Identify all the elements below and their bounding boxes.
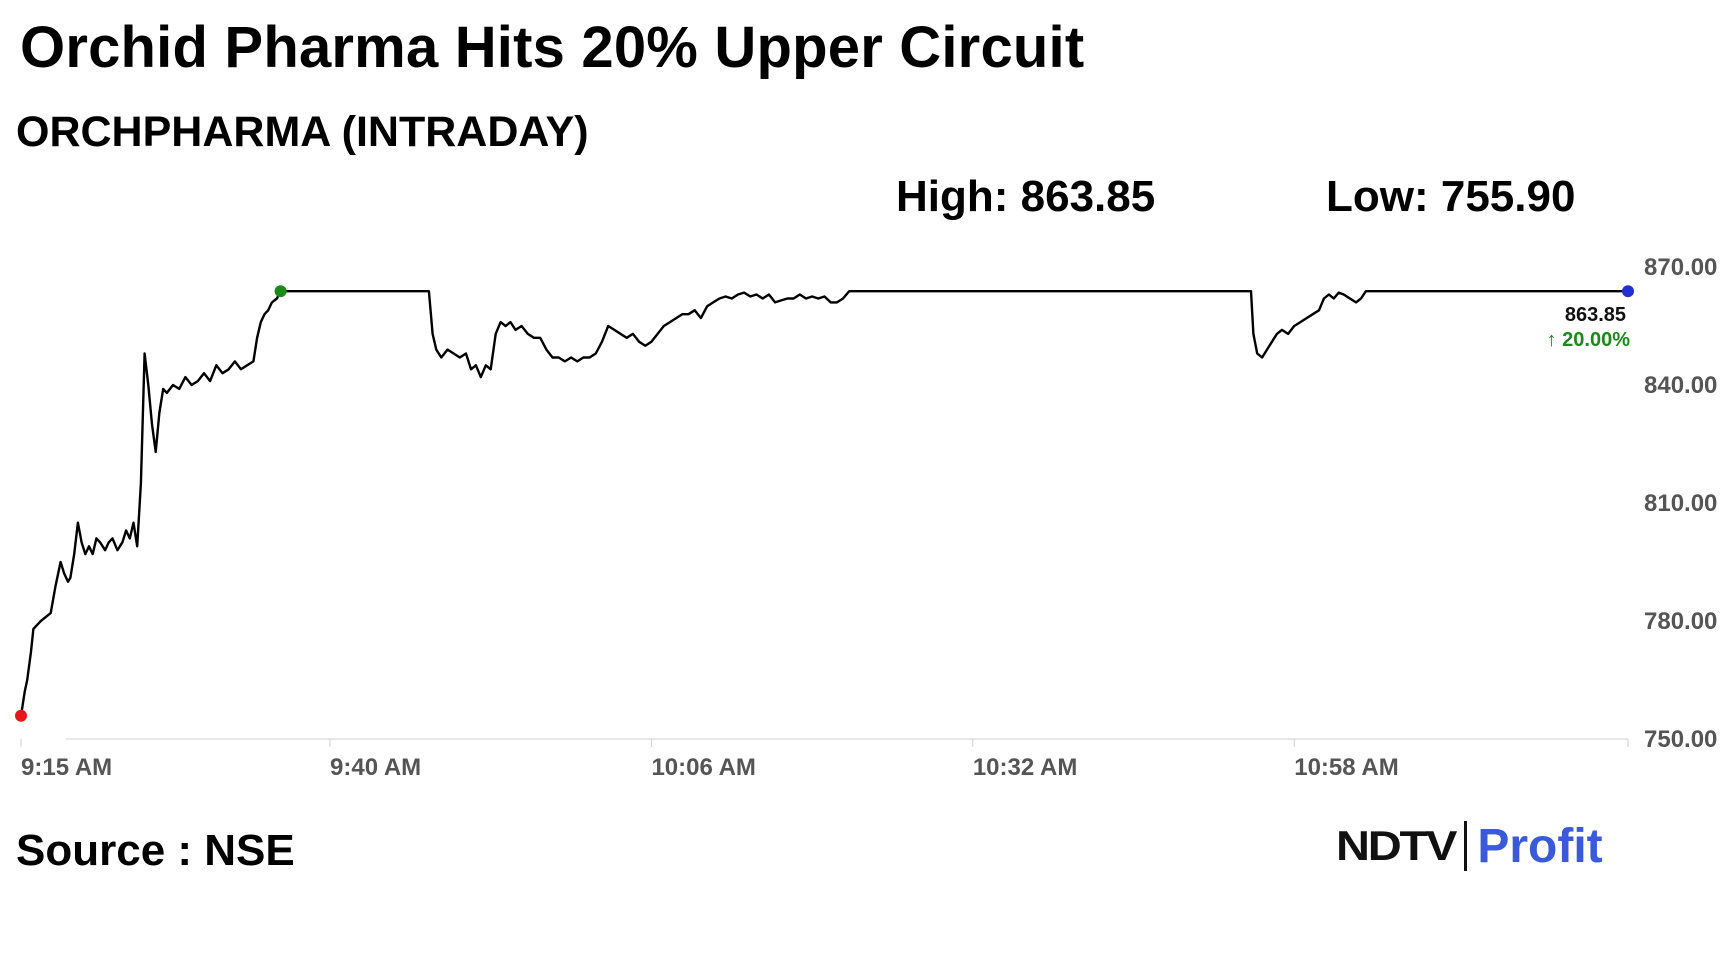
page-title: Orchid Pharma Hits 20% Upper Circuit — [20, 15, 1085, 80]
logo-separator — [1464, 821, 1468, 871]
logo-ndtv-text: NDTV — [1336, 822, 1457, 869]
x-tick-label: 10:06 AM — [651, 754, 755, 781]
low-stat: Low: 755.90 — [1326, 172, 1576, 221]
open-marker — [15, 709, 27, 722]
y-tick-label: 840.00 — [1644, 372, 1717, 399]
y-tick-label: 750.00 — [1644, 726, 1717, 753]
price-series-line — [19, 290, 1628, 716]
last-marker — [1622, 285, 1634, 298]
source-label: Source : NSE — [16, 826, 295, 875]
x-tick-label: 9:40 AM — [330, 754, 421, 781]
x-tick-label: 9:15 AM — [21, 754, 112, 781]
ndtv-profit-logo: NDTV Profit — [1336, 818, 1603, 874]
logo-profit-text: Profit — [1477, 819, 1603, 873]
x-tick-label: 10:58 AM — [1294, 754, 1398, 781]
last-value-label: 863.85 — [1565, 304, 1626, 326]
y-tick-label: 780.00 — [1644, 608, 1717, 635]
y-tick-label: 870.00 — [1644, 254, 1717, 281]
y-tick-label: 810.00 — [1644, 490, 1717, 517]
x-tick-label: 10:32 AM — [973, 754, 1077, 781]
chart-subtitle: ORCHPHARMA (INTRADAY) — [16, 108, 589, 156]
high-marker — [274, 285, 287, 298]
high-stat: High: 863.85 — [896, 172, 1156, 221]
change-percent-label: ↑ 20.00% — [1547, 329, 1631, 351]
